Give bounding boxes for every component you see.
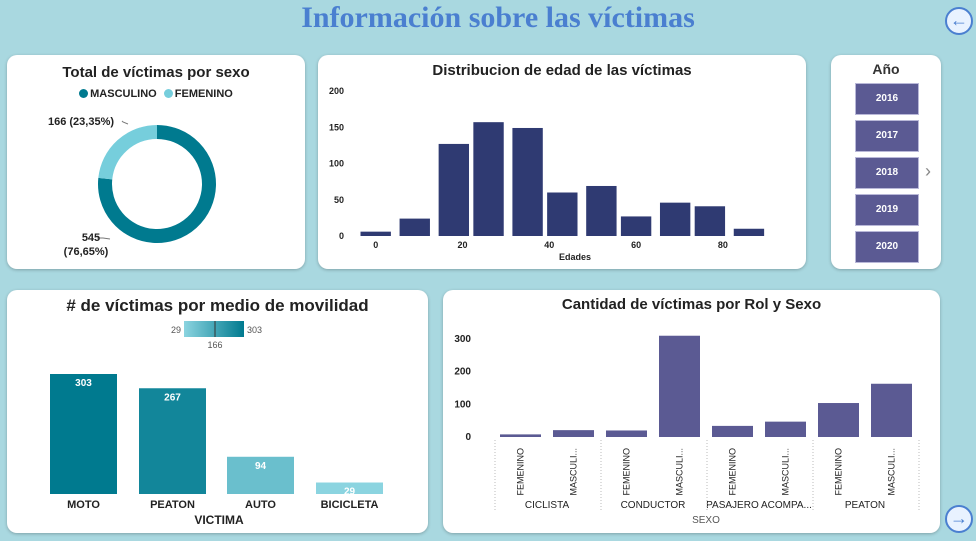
role-x-tick-7: MASCULI... — [887, 448, 897, 496]
femenino-leader-line — [121, 120, 129, 125]
age-bar-2[interactable] — [438, 143, 470, 236]
year-button-2018[interactable]: 2018 — [855, 157, 919, 189]
age-y-tick-50: 50 — [334, 195, 344, 205]
masculino-leader-line — [97, 237, 111, 240]
age-y-tick-150: 150 — [329, 122, 344, 132]
age-histogram-card: Distribucion de edad de las víctimas 0 50… — [318, 55, 806, 269]
age-y-tick-200: 200 — [329, 86, 344, 96]
role-x-axis-label: SEXO — [692, 515, 720, 526]
legend-label-femenino[interactable]: FEMENINO — [174, 88, 233, 100]
sex-legend: MASCULINO FEMENINO — [7, 88, 305, 100]
mobility-bar-bicicleta[interactable] — [316, 482, 383, 494]
mobility-bar-peaton[interactable] — [139, 388, 206, 494]
mobility-bar-chart[interactable]: 29 303166303MOTO267PEATON94AUTO29BICICLET… — [7, 290, 428, 533]
role-bar-conductor-femenino[interactable] — [606, 430, 647, 437]
age-bar-1[interactable] — [399, 218, 430, 236]
mobility-data-label-bicicleta: 29 — [344, 487, 356, 498]
age-x-tick-20: 20 — [457, 240, 467, 250]
forward-arrow-icon[interactable]: → — [945, 505, 973, 533]
year-button-2016[interactable]: 2016 — [855, 83, 919, 115]
role-group-label-3: PEATON — [845, 500, 885, 511]
age-x-tick-0: 0 — [373, 240, 378, 250]
mobility-x-axis-label: VICTIMA — [194, 513, 244, 527]
role-x-tick-5: MASCULI... — [781, 448, 791, 496]
legend-dot-masculino — [79, 89, 89, 98]
sex-donut-chart[interactable]: 545 (76,65%) 166 (23,35%) — [7, 55, 305, 269]
age-y-tick-0: 0 — [339, 231, 344, 241]
mobility-data-label-peaton: 267 — [164, 392, 181, 403]
year-button-2020[interactable]: 2020 — [855, 231, 919, 263]
year-button-2019[interactable]: 2019 — [855, 194, 919, 226]
page-title: Información sobre las víctimas — [301, 1, 695, 34]
role-bar-conductor-masculino[interactable] — [659, 335, 700, 437]
role-x-tick-2: FEMENINO — [622, 448, 632, 496]
role-x-tick-1: MASCULI... — [569, 448, 579, 496]
role-y-tick-0: 0 — [465, 432, 471, 443]
back-arrow-icon[interactable]: ← — [945, 7, 973, 35]
year-slicer: Año 2016 2017 2018 2019 2020 › — [831, 55, 941, 269]
mobility-bar-moto[interactable] — [50, 374, 117, 494]
role-bar-pasajero-masculino[interactable] — [765, 421, 806, 437]
mobility-scale-min: 29 — [171, 325, 181, 335]
role-group-label-2: PASAJERO ACOMPA... — [706, 500, 812, 511]
age-x-tick-80: 80 — [718, 240, 728, 250]
age-bar-3[interactable] — [473, 122, 504, 236]
role-x-tick-0: FEMENINO — [516, 448, 526, 496]
year-slicer-title: Año — [872, 61, 900, 77]
chevron-right-icon[interactable]: › — [925, 161, 931, 181]
mobility-x-tick-bicicleta: BICICLETA — [321, 499, 379, 511]
role-sex-card: Cantidad de víctimas por Rol y Sexo 0 100… — [443, 290, 940, 533]
age-bar-10[interactable] — [733, 228, 765, 236]
role-sex-bar-chart[interactable]: 0 100 200 300 FEMENINO MASCULI... CICLISTA FEME… — [443, 290, 940, 533]
mobility-scale-max: 303 — [247, 325, 262, 335]
role-x-tick-6: FEMENINO — [834, 448, 844, 496]
sex-chart-title: Total de víctimas por sexo — [62, 64, 250, 81]
age-y-tick-100: 100 — [329, 159, 344, 169]
role-y-tick-300: 300 — [454, 334, 471, 345]
legend-dot-femenino — [163, 89, 173, 98]
role-x-tick-4: FEMENINO — [728, 448, 738, 496]
role-group-label-1: CONDUCTOR — [621, 500, 686, 511]
role-bar-pasajero-femenino[interactable] — [712, 425, 753, 437]
mobility-bar-auto[interactable] — [227, 456, 294, 494]
role-sex-chart-title: Cantidad de víctimas por Rol y Sexo — [561, 296, 822, 313]
mobility-data-label-moto: 303 — [75, 378, 92, 389]
mobility-color-scale — [184, 321, 244, 337]
masculino-data-label: 545 — [82, 232, 100, 244]
mobility-x-tick-auto: AUTO — [245, 499, 276, 511]
role-x-tick-3: MASCULI... — [675, 448, 685, 496]
age-x-tick-40: 40 — [544, 240, 554, 250]
role-bar-ciclista-femenino[interactable] — [500, 434, 541, 437]
mobility-data-label-auto: 94 — [255, 461, 267, 472]
age-bar-0[interactable] — [360, 231, 391, 236]
role-y-tick-200: 200 — [454, 367, 471, 378]
donut-slice-masculino[interactable] — [98, 125, 216, 243]
role-y-tick-100: 100 — [454, 399, 471, 410]
role-bar-ciclista-masculino[interactable] — [553, 430, 594, 437]
mobility-card: # de víctimas por medio de movilidad 29 3… — [7, 290, 428, 533]
mobility-scale-mid: 166 — [207, 340, 222, 350]
age-chart-title: Distribucion de edad de las víctimas — [432, 62, 692, 79]
mobility-chart-title: # de víctimas por medio de movilidad — [66, 296, 369, 315]
mobility-x-tick-moto: MOTO — [67, 499, 100, 511]
role-bar-peaton-masculino[interactable] — [871, 383, 912, 437]
legend-label-masculino[interactable]: MASCULINO — [90, 88, 157, 100]
masculino-pct-label: (76,65%) — [64, 246, 109, 258]
age-bar-7[interactable] — [620, 216, 652, 236]
mobility-x-tick-peaton: PEATON — [150, 499, 195, 511]
age-bar-8[interactable] — [659, 202, 691, 236]
role-group-label-0: CICLISTA — [525, 500, 570, 511]
age-histogram[interactable]: 0 50 100 150 200 0 20 40 60 80 Edades — [318, 55, 806, 269]
age-bar-4[interactable] — [512, 127, 543, 236]
sex-donut-card: Total de víctimas por sexo MASCULINO FEM… — [7, 55, 305, 269]
age-x-tick-60: 60 — [631, 240, 641, 250]
femenino-data-label: 166 (23,35%) — [48, 116, 114, 128]
age-bar-9[interactable] — [694, 206, 726, 236]
donut-slice-femenino[interactable] — [98, 125, 158, 180]
age-x-axis-label: Edades — [559, 252, 591, 262]
year-button-2017[interactable]: 2017 — [855, 120, 919, 152]
age-bar-5[interactable] — [547, 192, 578, 237]
age-bar-6[interactable] — [586, 185, 617, 236]
role-bar-peaton-femenino[interactable] — [818, 403, 859, 437]
